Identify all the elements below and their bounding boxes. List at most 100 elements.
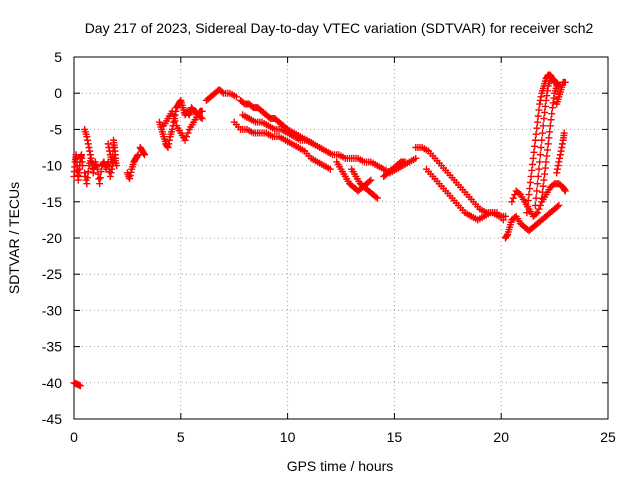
data-point [171,111,179,119]
data-point [523,209,531,217]
data-point [170,118,178,126]
data-point [561,186,569,194]
data-point [539,122,547,130]
x-tick-label: 10 [280,429,296,445]
y-tick-label: -35 [42,339,62,355]
data-point [538,194,546,202]
data-point [561,78,569,86]
data-point [537,144,545,151]
data-point [532,210,540,218]
data-point [539,182,547,190]
data-point [133,152,141,160]
data-point [106,172,114,180]
data-point [365,177,373,185]
data-point [126,171,134,179]
x-axis-label: GPS time / hours [287,458,394,474]
data-point [546,128,554,136]
y-tick-label: -10 [42,158,62,174]
data-point [537,93,545,101]
y-tick-label: -40 [42,375,62,391]
data-point [171,117,179,125]
data-point [165,136,173,144]
x-tick-label: 25 [600,429,616,445]
data-point [538,136,546,144]
data-point [546,75,554,83]
x-tick-label: 20 [493,429,509,445]
y-axis-label: SDTVAR / TECUs [6,182,22,294]
data-point [108,158,116,166]
data-point [534,172,542,180]
data-point [309,140,317,148]
data-point [534,112,542,120]
data-point [218,88,226,96]
y-tick-label: -5 [50,121,63,137]
data-point [555,201,563,209]
data-point [561,187,569,195]
data-point [170,112,178,120]
data-point [555,158,563,166]
data-point [524,203,532,211]
data-point [560,129,568,137]
data-point [326,165,334,173]
data-point [535,205,543,213]
data-point [531,201,539,209]
data-point [87,154,95,162]
data-point [543,87,551,95]
data-point [515,189,523,197]
data-point [541,109,549,117]
data-point [503,232,511,240]
y-tick-label: 0 [54,85,62,101]
data-point [542,158,550,166]
data-point [83,133,91,141]
data-point [81,169,89,177]
plot-frame [73,56,609,420]
data-point [97,168,105,176]
data-point [96,180,104,188]
data-point [556,151,564,159]
data-point [89,165,97,173]
data-point [99,159,107,167]
data-point [104,140,112,148]
data-point [165,140,173,148]
data-point [168,125,176,133]
data-point [543,152,551,160]
data-point [126,175,134,183]
data-point [557,147,565,155]
data-point [85,144,93,151]
data-point [547,116,555,124]
data-point [540,115,548,123]
data-point [554,162,562,170]
y-tick-label: -25 [42,266,62,282]
data-point [545,134,553,142]
data-point [372,193,380,201]
data-point [96,174,104,182]
data-point [536,151,544,159]
data-point [88,158,96,166]
data-point [541,102,549,110]
data-point [540,176,548,184]
data-point [541,164,549,172]
data-point [181,136,189,144]
data-point [558,140,566,148]
data-point [373,194,381,202]
data-point [543,146,551,154]
data-point [176,98,184,106]
data-point [83,180,91,188]
y-tick-label: -45 [42,411,62,427]
data-point [531,136,539,144]
y-tick-label: -20 [42,230,62,246]
chart-title: Day 217 of 2023, Sidereal Day-to-day VTE… [85,20,594,36]
y-tick-label: -30 [42,302,62,318]
data-point [108,165,116,173]
grid-lines [74,57,608,419]
y-tick-label: 5 [54,49,62,65]
data-point [548,104,556,112]
data-point [182,133,190,141]
data-point [553,82,561,90]
data-point [534,209,542,217]
data-point [198,107,206,115]
data-point [553,169,561,177]
data-point [538,188,546,196]
